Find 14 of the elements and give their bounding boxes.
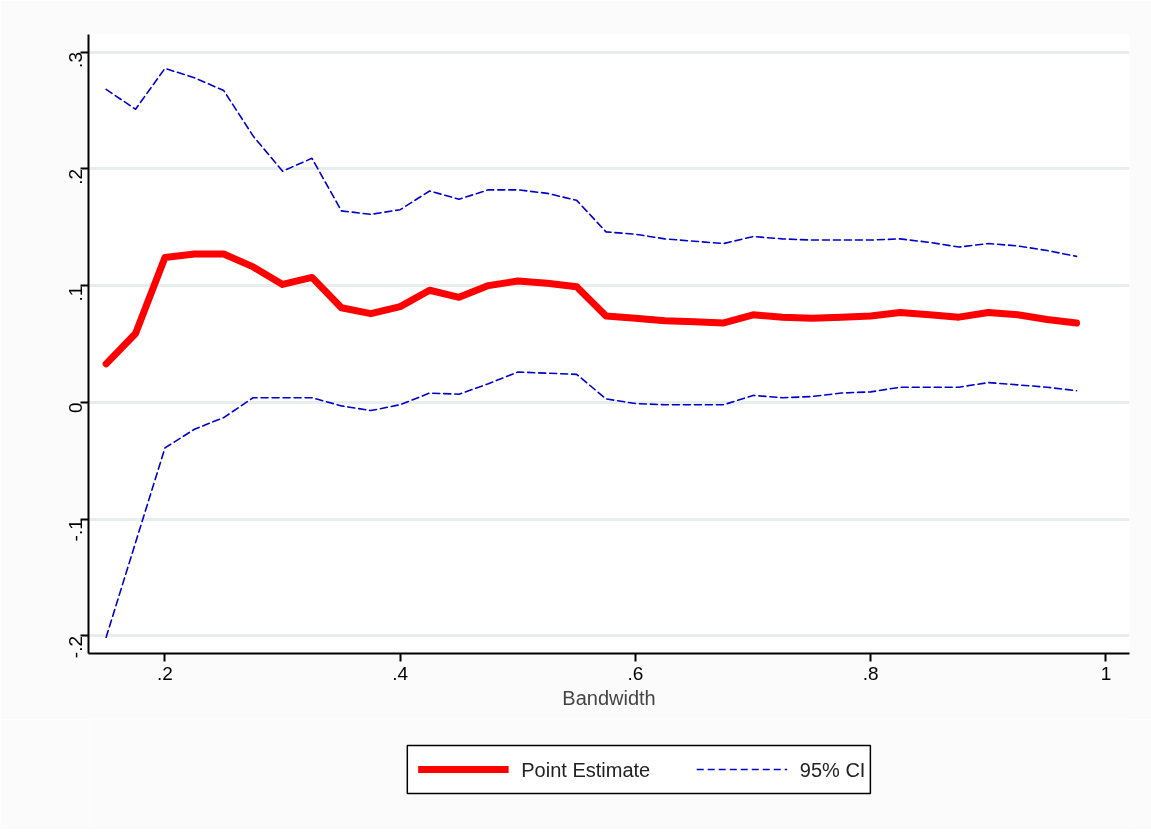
y-tick-label: .2: [65, 168, 86, 185]
x-tick-label: .4: [392, 662, 409, 684]
y-tick-label: -.1: [65, 519, 86, 542]
y-tick-label: -.2: [65, 635, 86, 659]
x-tick-label: 1: [1100, 662, 1112, 684]
x-tick-label: .6: [627, 662, 644, 684]
legend-label: 95% CI: [799, 758, 866, 781]
x-tick-label: .8: [862, 662, 879, 684]
x-tick-label: .2: [157, 662, 173, 684]
y-tick-label: .3: [65, 52, 86, 68]
y-tick-label: .1: [65, 285, 86, 302]
y-tick-label: 0: [65, 402, 86, 413]
x-axis-title: Bandwidth: [562, 686, 656, 709]
legend-label: Point Estimate: [521, 758, 651, 781]
